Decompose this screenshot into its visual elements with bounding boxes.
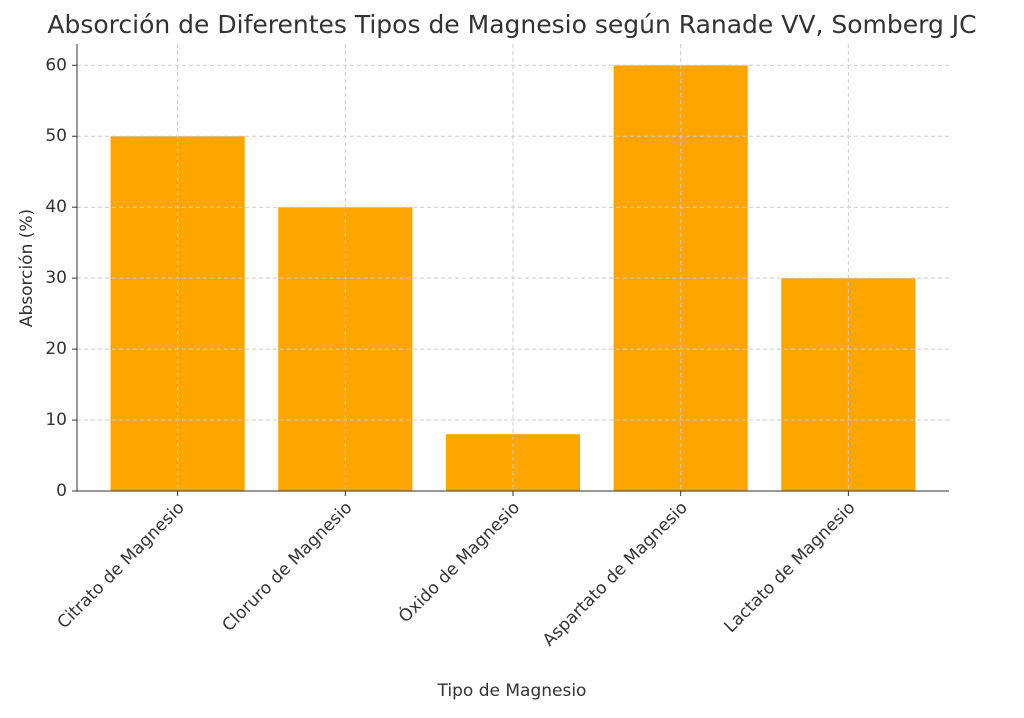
- y-axis-label: Absorción (%): [17, 209, 37, 327]
- y-tick-label: 60: [45, 55, 67, 75]
- y-tick-label: 0: [56, 481, 67, 501]
- x-tick-label: Óxido de Magnesio: [394, 497, 524, 627]
- y-tick-label: 40: [45, 197, 67, 217]
- y-tick-label: 30: [45, 268, 67, 288]
- y-tick-label: 10: [45, 410, 67, 430]
- x-tick-label: Cloruro de Magnesio: [219, 498, 357, 636]
- x-axis-label: Tipo de Magnesio: [437, 681, 587, 701]
- y-tick-label: 50: [45, 126, 67, 146]
- x-tick-label: Lactato de Magnesio: [720, 498, 859, 637]
- x-tick-label: Citrato de Magnesio: [54, 498, 189, 633]
- y-tick-label: 20: [45, 339, 67, 359]
- bar: [445, 434, 581, 491]
- x-tick-label: Aspartato de Magnesio: [539, 498, 692, 651]
- chart-title: Absorción de Diferentes Tipos de Magnesi…: [47, 10, 976, 39]
